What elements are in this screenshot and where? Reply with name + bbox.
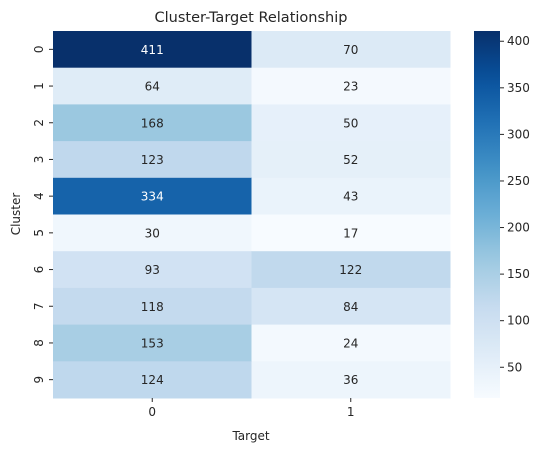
x-tick-label: 0 [148, 405, 156, 419]
cell-value-label: 84 [343, 300, 358, 314]
cell-value-label: 153 [141, 336, 164, 350]
heatmap-cell [251, 251, 451, 289]
x-axis-label: Target [231, 429, 269, 443]
heatmap-cell [251, 141, 451, 179]
cell-value-label: 411 [141, 43, 164, 57]
cell-value-label: 168 [141, 116, 164, 130]
heatmap-cells [53, 31, 451, 399]
y-tick-label: 9 [32, 376, 46, 384]
colorbar-tick-label: 100 [507, 314, 530, 328]
cell-value-label: 334 [141, 190, 164, 204]
colorbar-tick-label: 400 [507, 34, 530, 48]
cell-value-label: 23 [343, 80, 358, 94]
cell-value-label: 122 [339, 263, 362, 277]
y-axis-label: Cluster [9, 193, 23, 236]
y-tick-label: 3 [32, 156, 46, 164]
y-tick-label: 1 [32, 82, 46, 90]
x-tick-label: 1 [347, 405, 355, 419]
colorbar-tick-label: 200 [507, 221, 530, 235]
colorbar-tick-label: 50 [507, 360, 522, 374]
heatmap-cell [251, 31, 451, 69]
cell-value-label: 124 [141, 373, 164, 387]
colorbar-tick-label: 350 [507, 81, 530, 95]
y-tick-label: 0 [32, 46, 46, 54]
heatmap-cell [53, 141, 252, 179]
cell-value-label: 70 [343, 43, 358, 57]
y-tick-label: 7 [32, 302, 46, 310]
heatmap-cell [53, 177, 252, 215]
cell-value-label: 64 [145, 80, 160, 94]
y-tick-label: 2 [32, 119, 46, 127]
y-tick-label: 4 [32, 192, 46, 200]
cell-value-label: 52 [343, 153, 358, 167]
cell-value-label: 123 [141, 153, 164, 167]
colorbar-tick-label: 300 [507, 127, 530, 141]
heatmap-cell [53, 324, 252, 362]
cell-value-labels: 411 70 64 23 168 50 123 52 334 43 30 17 93 122 118 84 15… [141, 43, 362, 387]
cell-value-label: 50 [343, 116, 358, 130]
heatmap-cell [53, 104, 252, 142]
cell-value-label: 36 [343, 373, 358, 387]
y-tick-label: 8 [32, 339, 46, 347]
colorbar-ticks: 50 100 150 200 250 300 350 400 [500, 34, 530, 374]
cell-value-label: 17 [343, 226, 358, 240]
heatmap-cell [53, 214, 252, 252]
cell-value-label: 24 [343, 336, 358, 350]
y-tick-label: 5 [32, 229, 46, 237]
heatmap-cell [251, 361, 451, 399]
heatmap-cell [251, 67, 451, 105]
heatmap-cell [251, 214, 451, 252]
heatmap-cell [251, 104, 451, 142]
heatmap-cell [251, 177, 451, 215]
heatmap-cell [53, 251, 252, 289]
heatmap-cell [251, 287, 451, 326]
cell-value-label: 118 [141, 300, 164, 314]
cell-value-label: 93 [145, 263, 160, 277]
heatmap-cell [53, 287, 252, 326]
heatmap-cell [53, 67, 252, 105]
cell-value-label: 30 [145, 226, 160, 240]
colorbar [474, 31, 500, 398]
y-axis-ticks: 0 1 2 3 4 5 6 7 8 9 [32, 46, 53, 384]
colorbar-tick-label: 250 [507, 174, 530, 188]
cell-value-label: 43 [343, 190, 358, 204]
chart-title: Cluster-Target Relationship [155, 10, 348, 26]
heatmap-cell [251, 324, 451, 362]
heatmap-cell [53, 361, 252, 399]
y-tick-label: 6 [32, 266, 46, 274]
colorbar-tick-label: 150 [507, 267, 530, 281]
heatmap-cell [53, 31, 252, 69]
